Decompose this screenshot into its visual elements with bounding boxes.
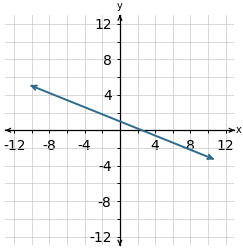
Text: x: x [236, 125, 242, 135]
Text: y: y [117, 1, 123, 11]
